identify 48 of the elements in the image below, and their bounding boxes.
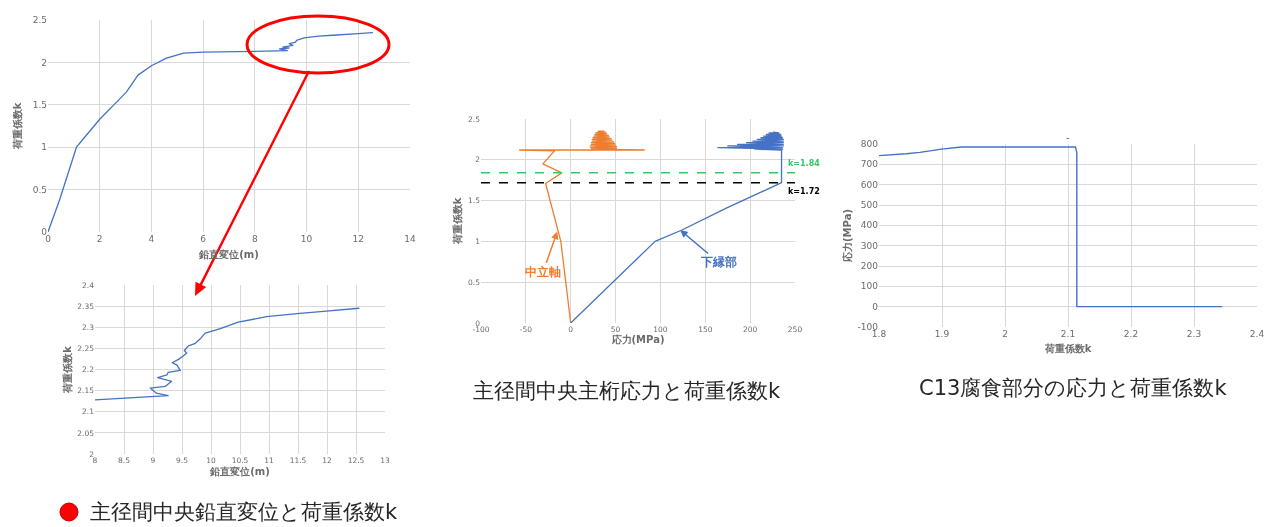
- annotation: 下縁部: [700, 255, 737, 269]
- x-tick-label: 1.9: [934, 329, 950, 339]
- line-series: [879, 146, 1223, 308]
- line-series: [570, 131, 784, 323]
- text: 主径間中央鉛直変位と荷重係数k: [90, 500, 398, 524]
- y-tick-label: 600: [860, 179, 879, 190]
- x-tick-label: 1.8: [871, 329, 887, 339]
- y-tick-label: 0.5: [32, 184, 47, 195]
- y-axis-title: 荷重係数k: [11, 102, 23, 151]
- y-tick-label: 700: [860, 159, 879, 170]
- x-tick-label: 2.3: [1186, 329, 1202, 339]
- y-tick-label: 1.5: [32, 99, 47, 110]
- y-tick-label: 800: [860, 139, 879, 150]
- x-tick-label: 10: [300, 234, 313, 244]
- annotation: 中立軸: [525, 265, 561, 279]
- x-tick-label: 2: [1002, 329, 1008, 339]
- y-tick-label: 2: [41, 57, 47, 68]
- y-axis-title: 荷重係数k: [452, 197, 464, 246]
- y-tick-label: 500: [860, 200, 879, 211]
- x-tick-label: 2: [96, 234, 103, 244]
- line-series: [518, 130, 645, 323]
- y-tick-label: 0: [872, 301, 879, 312]
- x-tick-label: 2.1: [1060, 329, 1076, 339]
- y-tick-label: 2.5: [32, 15, 47, 26]
- y-tick-label: 400: [860, 220, 879, 231]
- x-tick-label: 6: [200, 234, 207, 244]
- x-axis-title: 応力(MPa): [610, 333, 665, 345]
- y-tick-label: 1: [41, 142, 47, 153]
- y-axis-title: 応力(MPa): [841, 209, 853, 263]
- y-tick-label: 200: [860, 261, 879, 272]
- y-tick-label: 300: [860, 240, 879, 251]
- x-tick-label: 8: [251, 234, 258, 244]
- text: C13腐食部分の応力と荷重係数k: [919, 376, 1228, 400]
- x-tick-label: 2.2: [1123, 329, 1139, 339]
- x-tick-label: 4: [148, 234, 155, 244]
- y-tick-label: 100: [860, 281, 879, 292]
- line-series: [48, 32, 374, 232]
- text: 主径間中央主桁応力と荷重係数k: [473, 379, 781, 403]
- x-tick-label: 2.4: [1249, 329, 1265, 339]
- line-series: [95, 307, 360, 401]
- y-axis-title: 荷重係数k: [62, 345, 74, 394]
- ref-line-label: k=1.72: [788, 187, 820, 196]
- x-tick-label: 12: [352, 234, 365, 244]
- x-tick-label: 14: [404, 234, 416, 244]
- x-axis-title: 鉛直変位(m): [209, 466, 270, 477]
- ref-line-label: k=1.84: [788, 159, 821, 168]
- text: -: [1066, 132, 1070, 143]
- x-axis-title: 荷重係数k: [1043, 342, 1092, 354]
